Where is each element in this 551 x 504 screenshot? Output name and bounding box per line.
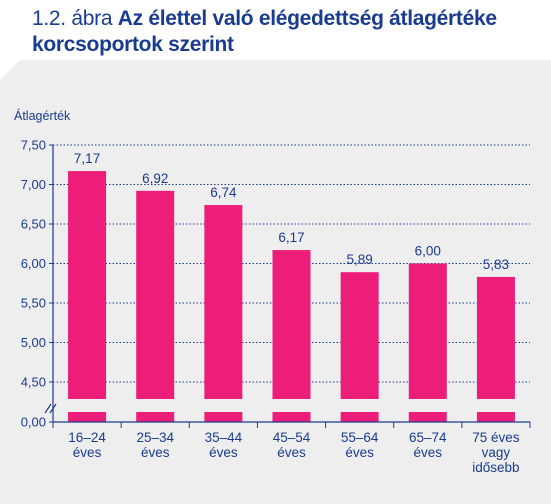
- x-tick-label: éves: [277, 445, 306, 460]
- y-tick-label: 0,00: [21, 415, 46, 430]
- bar-value-label: 6,17: [278, 230, 304, 245]
- bar: [204, 205, 243, 422]
- y-tick-label: 4,50: [21, 375, 46, 390]
- figure-title: 1.2. ábra Az élettel való elégedettség á…: [32, 6, 547, 58]
- x-tick-label: éves: [209, 445, 238, 460]
- y-tick-label: 5,00: [21, 335, 46, 350]
- y-tick-label: 5,50: [21, 296, 46, 311]
- x-tick-label: 55–64: [341, 430, 379, 445]
- bar: [408, 263, 447, 422]
- y-tick-label: 6,50: [21, 217, 46, 232]
- bar-value-label: 5,83: [483, 257, 509, 272]
- x-tick-label: 35–44: [205, 430, 243, 445]
- bar-value-label: 6,92: [142, 171, 168, 186]
- bar-value-label: 6,74: [210, 185, 237, 200]
- y-tick-label: 7,00: [21, 177, 46, 192]
- x-tick-label: éves: [345, 445, 374, 460]
- bar: [136, 190, 175, 422]
- axis-break-band: [54, 399, 530, 412]
- bar-value-label: 5,89: [347, 252, 373, 267]
- x-tick-label: vagy: [482, 445, 511, 460]
- x-tick-label: 45–54: [273, 430, 311, 445]
- x-tick-label: éves: [73, 445, 102, 460]
- bar-value-label: 6,00: [415, 244, 441, 259]
- x-tick-label: éves: [414, 445, 443, 460]
- x-tick-label: 75 éves: [472, 430, 520, 445]
- x-tick-label: 16–24: [68, 430, 106, 445]
- figure-title-text: Az élettel való elégedettség átlagértéke…: [32, 7, 497, 56]
- bar: [340, 272, 379, 422]
- x-tick-label: éves: [141, 445, 170, 460]
- y-axis-title: Átlagérték: [14, 108, 71, 123]
- x-tick-label: idősebb: [472, 460, 519, 475]
- bar: [272, 250, 311, 422]
- bar: [476, 276, 515, 422]
- panel-corner-notch: [0, 60, 20, 80]
- bar-value-label: 7,17: [74, 151, 100, 166]
- x-tick-label: 65–74: [409, 430, 447, 445]
- bar: [68, 171, 107, 422]
- y-tick-label: 7,50: [21, 138, 46, 153]
- figure-number: 1.2. ábra: [32, 7, 113, 30]
- y-tick-label: 6,00: [21, 256, 46, 271]
- x-tick-label: 25–34: [136, 430, 174, 445]
